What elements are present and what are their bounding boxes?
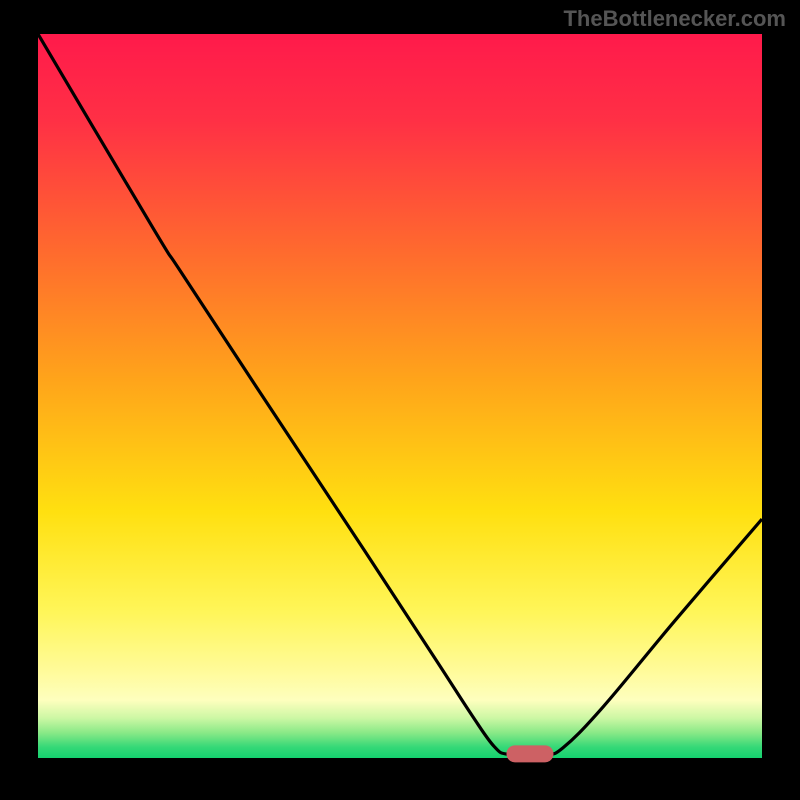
bottleneck-curve xyxy=(38,34,762,758)
watermark-text: TheBottlenecker.com xyxy=(563,6,786,32)
chart-container xyxy=(38,34,762,758)
optimal-marker xyxy=(507,745,554,762)
